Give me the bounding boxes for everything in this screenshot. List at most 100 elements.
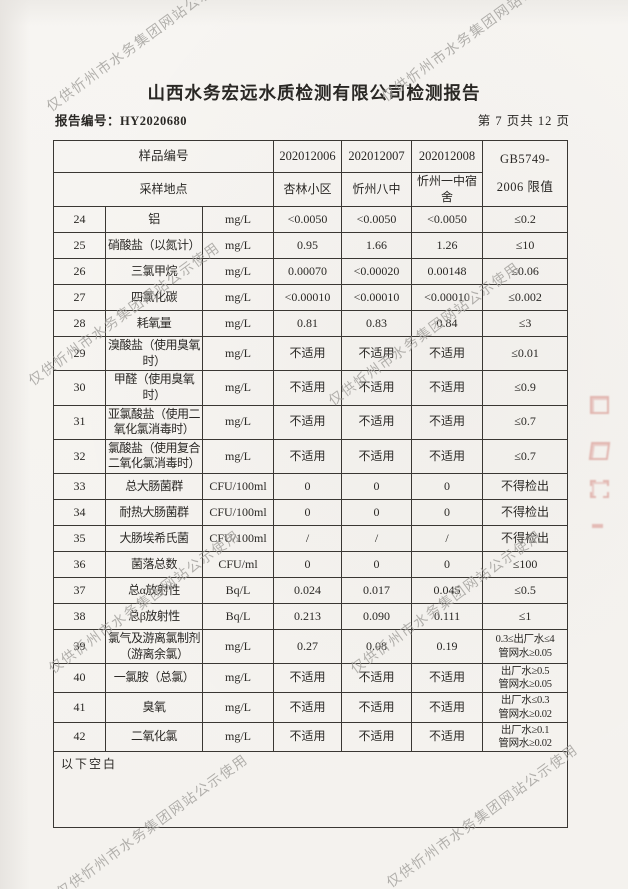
- stamp-mark: [592, 524, 603, 528]
- parameter-unit: mg/L: [201, 310, 275, 338]
- sample-id-3: 202012008: [411, 140, 484, 173]
- parameter-name: 硝酸盐（以氮计）: [105, 232, 203, 260]
- table-row: 35 大肠埃希氏菌 CFU/100ml / / / 不得检出: [53, 524, 569, 552]
- sample2-value: 不适用: [341, 663, 413, 694]
- parameter-name: 总α放射性: [105, 576, 203, 604]
- sample2-value: <0.00010: [341, 284, 413, 312]
- sample3-value: <0.00010: [411, 284, 484, 312]
- limit-value: ≤0.2: [482, 206, 569, 234]
- sample1-value: 0.213: [273, 602, 343, 630]
- sample2-value: 不适用: [341, 438, 413, 474]
- table-row: 32 氯酸盐（使用复合二氧化氯消毒时） mg/L 不适用 不适用 不适用 ≤0.…: [53, 438, 569, 474]
- parameter-name: 臭氧: [105, 692, 203, 723]
- limit-value: ≤100: [482, 550, 569, 578]
- stamp-mark: [588, 442, 611, 460]
- stamp-mark: [590, 396, 609, 414]
- sample1-value: 0: [273, 498, 343, 526]
- sample3-value: 0: [411, 472, 484, 500]
- sample3-value: /: [411, 524, 484, 552]
- sample1-value: 0.024: [273, 576, 343, 604]
- results-table-header: 样品编号 202012006 202012007 202012008 GB574…: [52, 139, 569, 208]
- parameter-name: 甲醛（使用臭氧时）: [105, 370, 203, 406]
- sample3-value: 0.111: [411, 602, 484, 630]
- limit-value: 出厂水≥0.1 管网水≥0.02: [482, 721, 569, 752]
- stamp-mark: [590, 480, 609, 498]
- sample-site-3: 忻州一中宿舍: [411, 171, 484, 208]
- limit-value: ≤0.7: [482, 404, 569, 440]
- parameter-name: 耐热大肠菌群: [105, 498, 203, 526]
- parameter-name: 总大肠菌群: [105, 472, 203, 500]
- standard-name: GB5749-: [500, 152, 551, 167]
- sample3-value: 0.19: [411, 628, 484, 665]
- sample-id-row: 样品编号 202012006 202012007 202012008 GB574…: [52, 139, 569, 208]
- sample2-value: 0.83: [341, 310, 413, 338]
- standard-year-label: 2006 限值: [496, 180, 554, 195]
- row-number: 33: [53, 472, 106, 500]
- parameter-unit: mg/L: [201, 370, 275, 406]
- report-number-value: HY2020680: [120, 114, 188, 128]
- footer-note: 以下空白: [52, 750, 569, 828]
- parameter-name: 二氧化氯: [105, 721, 203, 752]
- limit-value: 不得检出: [482, 498, 569, 526]
- sample1-value: 不适用: [273, 721, 343, 752]
- results-table: 样品编号 202012006 202012007 202012008 GB574…: [52, 139, 569, 828]
- parameter-unit: mg/L: [201, 336, 275, 372]
- sample3-value: 0.84: [411, 310, 484, 338]
- sample1-value: <0.0050: [273, 206, 343, 234]
- row-number: 35: [53, 524, 106, 552]
- table-row: 29 溴酸盐（使用臭氧时） mg/L 不适用 不适用 不适用 ≤0.01: [53, 336, 569, 372]
- parameter-unit: mg/L: [201, 206, 275, 234]
- table-row: 27 四氯化碳 mg/L <0.00010 <0.00010 <0.00010 …: [53, 284, 569, 312]
- limit-value: 0.3≤出厂水≤4 管网水≥0.05: [482, 628, 569, 665]
- table-row: 24 铝 mg/L <0.0050 <0.0050 <0.0050 ≤0.2: [53, 206, 569, 234]
- sample2-value: /: [341, 524, 413, 552]
- parameter-unit: mg/L: [201, 258, 275, 286]
- limit-value: ≤1: [482, 602, 569, 630]
- sample2-value: 不适用: [341, 692, 413, 723]
- parameter-name: 溴酸盐（使用臭氧时）: [105, 336, 203, 372]
- parameter-name: 菌落总数: [105, 550, 203, 578]
- parameter-unit: CFU/100ml: [201, 498, 275, 526]
- parameter-unit: Bq/L: [201, 576, 275, 604]
- row-number: 34: [53, 498, 106, 526]
- parameter-unit: mg/L: [201, 721, 275, 752]
- parameter-name: 四氯化碳: [105, 284, 203, 312]
- sample-site-row: 采样地点 杏林小区 忻州八中 忻州一中宿舍: [52, 171, 568, 208]
- limit-value: 出厂水≥0.5 管网水≥0.05: [482, 663, 569, 694]
- limit-value: 出厂水≤0.3 管网水≥0.02: [482, 692, 569, 723]
- sample1-value: 不适用: [273, 336, 343, 372]
- sample2-value: <0.0050: [341, 206, 413, 234]
- sample1-value: 0.00070: [273, 258, 343, 286]
- parameter-name: 耗氧量: [105, 310, 203, 338]
- parameter-unit: CFU/100ml: [201, 524, 275, 552]
- sample3-value: 0: [411, 550, 484, 578]
- row-number: 27: [53, 284, 106, 312]
- sample2-value: 不适用: [341, 404, 413, 440]
- sample3-value: 不适用: [411, 438, 484, 474]
- sample2-value: 不适用: [341, 336, 413, 372]
- sample1-value: 不适用: [273, 438, 343, 474]
- sample1-value: 0: [273, 550, 343, 578]
- results-tbody: 24 铝 mg/L <0.0050 <0.0050 <0.0050 ≤0.2 2…: [53, 206, 569, 752]
- limit-value: ≤0.7: [482, 438, 569, 474]
- sample-id-2: 202012007: [341, 140, 413, 173]
- sample2-value: <0.00020: [341, 258, 413, 286]
- sample3-value: 不适用: [411, 336, 484, 372]
- parameter-name: 大肠埃希氏菌: [105, 524, 203, 552]
- limit-value: 不得检出: [482, 524, 569, 552]
- parameter-unit: mg/L: [201, 692, 275, 723]
- sample2-value: 0.017: [341, 576, 413, 604]
- row-number: 26: [53, 258, 106, 286]
- parameter-unit: Bq/L: [201, 602, 275, 630]
- row-number: 37: [53, 576, 106, 604]
- sample1-value: 0.95: [273, 232, 343, 260]
- sample3-value: <0.0050: [411, 206, 484, 234]
- table-row: 28 耗氧量 mg/L 0.81 0.83 0.84 ≤3: [53, 310, 569, 338]
- limit-value: ≤0.002: [482, 284, 569, 312]
- table-row: 34 耐热大肠菌群 CFU/100ml 0 0 0 不得检出: [53, 498, 569, 526]
- standard-limit-header: GB5749- 2006 限值: [482, 139, 569, 208]
- sample3-value: 0.045: [411, 576, 484, 604]
- sample1-value: <0.00010: [273, 284, 343, 312]
- sample1-value: 不适用: [273, 370, 343, 406]
- row-number: 28: [53, 310, 106, 338]
